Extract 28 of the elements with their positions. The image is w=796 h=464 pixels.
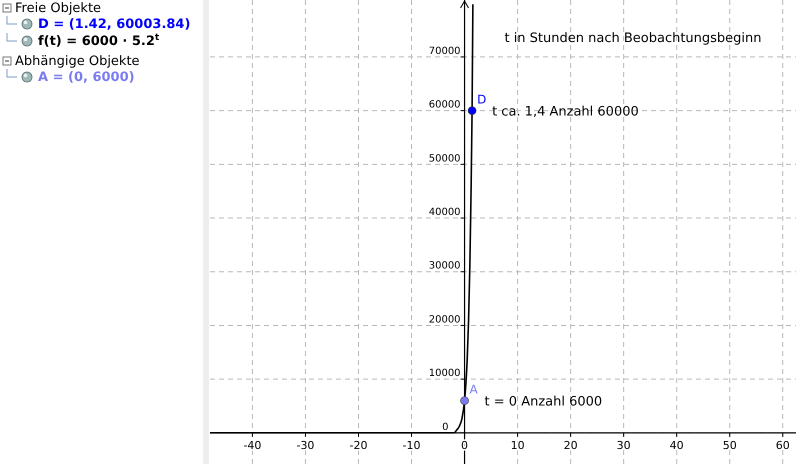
text: A = (0, 6000) xyxy=(38,70,135,85)
text: f(t) = 6000 · 5.2$^{t}$ xyxy=(38,33,160,49)
x-tick-label: -40 xyxy=(243,438,262,452)
series-label: D xyxy=(477,92,486,107)
y-tick-label: 20000 xyxy=(428,314,461,326)
x-tick-label: 30 xyxy=(616,438,631,452)
y-tick-label: 30000 xyxy=(428,260,461,272)
y-tick-label: 0 xyxy=(442,422,449,433)
x-tick-label: -20 xyxy=(350,438,368,452)
x-tick-label: 20 xyxy=(564,438,578,452)
annotation: t = 0 Anzahl 6000 xyxy=(484,394,602,410)
x-tick-label: -10 xyxy=(402,438,421,452)
y-tick-label: 60000 xyxy=(428,100,461,111)
x-tick-label: 60 xyxy=(776,438,790,452)
y-tick-label: 50000 xyxy=(428,153,461,164)
y-tick-label: 10000 xyxy=(428,368,461,380)
x-tick-label: 40 xyxy=(670,438,684,452)
text: D = (1.42, 60003.84) xyxy=(38,17,190,32)
series-label: A xyxy=(470,382,479,397)
y-tick-label: 70000 xyxy=(428,46,461,57)
x-tick-label: 50 xyxy=(722,438,737,452)
x-tick-label: 10 xyxy=(510,438,525,452)
annotation: t in Stunden nach Beobachtungsbeginn xyxy=(504,31,762,46)
y-tick-label: 40000 xyxy=(428,207,461,218)
text: Abhängige Objekte xyxy=(15,54,140,69)
text: Freie Objekte xyxy=(15,1,102,16)
x-tick-label: -30 xyxy=(296,438,314,452)
annotation: t ca. 1,4 Anzahl 60000 xyxy=(492,104,639,120)
